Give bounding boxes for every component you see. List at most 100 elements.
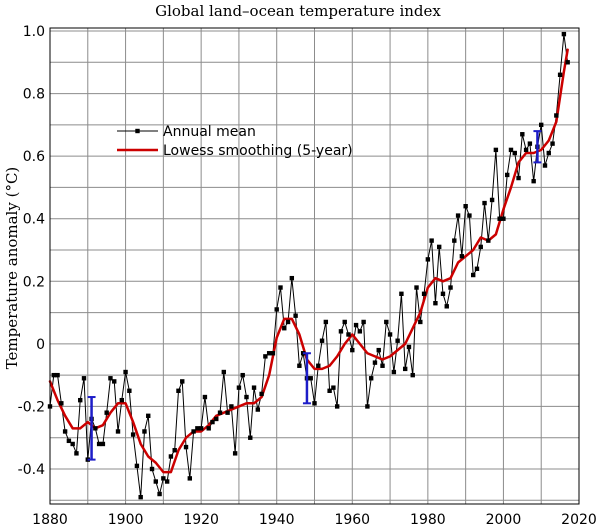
y-tick-label: -0.2 <box>18 399 45 415</box>
data-point-annual-mean <box>429 238 434 243</box>
data-point-annual-mean <box>293 313 298 318</box>
x-tick-label: 1960 <box>334 512 370 526</box>
data-point-annual-mean <box>459 254 465 259</box>
data-point-annual-mean <box>471 272 476 278</box>
data-point-annual-mean <box>104 410 109 415</box>
data-point-annual-mean <box>206 426 211 431</box>
error-bars <box>87 130 542 461</box>
data-point-annual-mean <box>142 429 147 434</box>
data-point-annual-mean <box>365 404 370 409</box>
y-tick-label: 0.8 <box>23 87 45 103</box>
data-series <box>47 31 570 500</box>
data-point-annual-mean <box>248 435 253 440</box>
data-point-annual-mean <box>187 476 193 481</box>
x-tick-label: 1980 <box>410 512 446 526</box>
data-point-annual-mean <box>418 319 423 325</box>
data-point-annual-mean <box>164 479 170 484</box>
data-point-annual-mean <box>263 354 268 359</box>
data-point-annual-mean <box>361 319 366 325</box>
data-point-annual-mean <box>66 438 72 444</box>
data-point-annual-mean <box>195 426 200 431</box>
data-point-annual-mean <box>244 394 249 400</box>
data-point-annual-mean <box>489 197 495 203</box>
data-point-annual-mean <box>527 141 533 146</box>
data-point-annual-mean <box>474 266 480 271</box>
data-point-annual-mean <box>463 204 468 209</box>
data-point-annual-mean <box>512 150 517 156</box>
axis-ticks: 1880 1900 1920 1940 1960 1980 2000 2020 -0.4 -0.2… <box>18 24 597 526</box>
data-point-annual-mean <box>134 463 140 469</box>
data-point-annual-mean <box>402 366 408 372</box>
data-point-annual-mean <box>108 376 113 381</box>
data-point-annual-mean <box>327 388 332 393</box>
data-point-annual-mean <box>202 394 208 400</box>
data-point-annual-mean <box>497 216 502 221</box>
data-point-annual-mean <box>399 291 404 296</box>
data-point-annual-mean <box>297 363 302 368</box>
data-point-annual-mean <box>380 363 385 368</box>
data-point-annual-mean <box>421 291 427 296</box>
chart-title: Global land–ocean temperature index <box>155 2 441 20</box>
data-point-annual-mean <box>448 285 453 290</box>
data-point-annual-mean <box>229 404 234 409</box>
data-point-annual-mean <box>278 285 283 290</box>
data-point-annual-mean <box>334 404 340 409</box>
y-tick-label: 0.6 <box>23 149 45 165</box>
data-point-annual-mean <box>274 307 279 312</box>
data-point-annual-mean <box>183 444 189 450</box>
data-point-annual-mean <box>520 132 525 137</box>
data-point-annual-mean <box>161 476 166 481</box>
data-point-annual-mean <box>542 163 548 168</box>
data-point-annual-mean <box>395 338 400 343</box>
x-tick-label: 1900 <box>108 512 144 526</box>
data-point-annual-mean <box>433 300 438 306</box>
data-point-annual-mean <box>531 178 536 184</box>
data-point-annual-mean <box>236 385 242 390</box>
data-point-annual-mean <box>123 369 128 375</box>
y-axis-label: Temperature anomaly (°C) <box>3 167 21 370</box>
data-point-annual-mean <box>100 441 106 447</box>
data-point-annual-mean <box>357 329 363 334</box>
data-point-annual-mean <box>138 494 143 500</box>
data-point-annual-mean <box>561 31 567 37</box>
data-point-annual-mean <box>217 410 223 415</box>
data-point-annual-mean <box>146 413 151 419</box>
data-point-annual-mean <box>410 372 415 378</box>
data-point-annual-mean <box>554 113 559 118</box>
data-point-annual-mean <box>198 426 204 431</box>
data-point-annual-mean <box>368 376 374 381</box>
data-point-annual-mean <box>372 360 378 365</box>
data-point-annual-mean <box>225 410 230 415</box>
data-point-annual-mean <box>550 141 555 146</box>
series-line-lowess <box>48 48 569 474</box>
data-point-annual-mean <box>436 244 442 250</box>
data-point-annual-mean <box>51 372 56 378</box>
plot-frame <box>49 27 580 505</box>
data-point-annual-mean <box>74 451 79 456</box>
data-point-annual-mean <box>425 257 431 262</box>
data-point-annual-mean <box>285 319 291 325</box>
data-point-annual-mean <box>55 372 60 378</box>
data-point-annual-mean <box>157 491 162 497</box>
data-point-annual-mean <box>119 397 124 403</box>
data-point-annual-mean <box>81 376 87 381</box>
data-point-annual-mean <box>214 416 219 422</box>
data-point-annual-mean <box>353 322 359 328</box>
legend-label-annual-mean: Annual mean <box>163 124 256 140</box>
data-point-annual-mean <box>221 369 227 375</box>
data-point-annual-mean <box>346 332 351 337</box>
data-point-annual-mean <box>308 376 313 381</box>
data-point-annual-mean <box>149 466 155 472</box>
data-point-annual-mean <box>78 397 83 403</box>
data-point-annual-mean <box>93 426 98 431</box>
data-point-annual-mean <box>557 72 563 77</box>
data-point-annual-mean <box>232 451 238 456</box>
data-point-annual-mean <box>493 147 499 153</box>
x-tick-label: 2020 <box>561 512 597 526</box>
data-point-annual-mean <box>516 175 521 181</box>
data-point-annual-mean <box>350 347 355 353</box>
data-point-annual-mean <box>444 304 449 309</box>
data-point-annual-mean <box>452 238 457 243</box>
y-tick-label: 0 <box>36 337 45 353</box>
